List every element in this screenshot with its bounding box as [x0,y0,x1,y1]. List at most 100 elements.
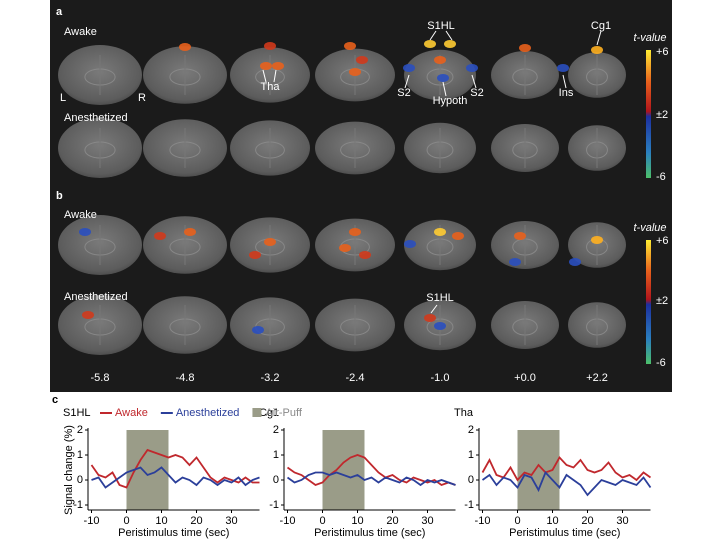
activation-blob [264,42,276,50]
activation-blob [519,44,531,52]
y-tick-label: -1 [269,499,279,511]
line [481,470,652,497]
colorbar-label: +6 [656,46,669,58]
colorbar-title: t-value [633,222,666,234]
x-tick-label: 0 [319,515,325,527]
colorbar-label: -6 [656,357,666,369]
colorbar [646,50,651,178]
line [481,455,652,482]
slice-coordinate: -5.8 [91,372,110,384]
colorbar-title: t-value [633,32,666,44]
orientation: L [60,92,66,104]
x-axis-label: Peristimulus time (sec) [509,527,620,539]
slice-coordinate: -4.8 [176,372,195,384]
activation-blob [466,64,478,72]
activation-blob [437,74,449,82]
x-tick-label: 0 [123,515,129,527]
activation-blob [591,236,603,244]
activation-blob [79,228,91,236]
activation-blob [349,68,361,76]
row-label: Anesthetized [64,112,128,124]
activation-blob [434,56,446,64]
line [286,471,456,487]
activation-blob [404,240,416,248]
activation-blob [349,228,361,236]
activation-blob [569,258,581,266]
x-axis-label: Peristimulus time (sec) [314,527,425,539]
activation-blob [434,228,446,236]
line [90,448,260,489]
slice-coordinate: +0.0 [514,372,536,384]
x-tick-label: -10 [475,515,491,527]
annotation: S2 [397,87,410,99]
colorbar-label: ±2 [656,295,668,307]
row-label: Awake [64,209,97,221]
activation-blob [424,40,436,48]
x-tick-label: -10 [84,515,100,527]
y-tick-label: 0 [273,474,279,486]
annotation: S2 [470,87,483,99]
arrows [262,30,602,314]
line [286,454,456,487]
activation-blob [252,326,264,334]
air-puff-shade [322,430,365,510]
legend-label: Anesthetized [176,407,240,419]
activation-blob [509,258,521,266]
y-tick-label: 1 [77,449,83,461]
activation-blob [249,251,261,259]
activation-blob [260,62,272,70]
annotation: Ins [559,87,574,99]
activation-blob [424,314,436,322]
y-tick-label: -1 [464,499,474,511]
activation-blob [344,42,356,50]
annotation: Hypoth [433,95,468,107]
legend-swatch [252,408,262,417]
y-tick-label: 0 [77,474,83,486]
colorbar-label: -6 [656,171,666,183]
activation-blob [591,46,603,54]
activation-blob [356,56,368,64]
x-tick-label: 20 [581,515,593,527]
x-tick-label: 30 [225,515,237,527]
brain-slices: -5.8 -4.8 -3.2 -2.4 -1.0 +0.0 +2.2 [58,40,626,384]
activation-blob [359,251,371,259]
annotation: S1HL [426,292,454,304]
annotation: Cg1 [591,20,611,32]
y-tick-label: 2 [77,424,83,436]
y-tick-label: 1 [468,449,474,461]
slice-coordinate: -3.2 [261,372,280,384]
slice-coordinate: -2.4 [346,372,365,384]
y-tick-label: -1 [73,499,83,511]
slice-coordinate: +2.2 [586,372,608,384]
panel-label: c [52,394,58,406]
activation-blob [514,232,526,240]
legend-label: Air-Puff [265,407,302,419]
line [91,466,260,489]
orientation: R [138,92,146,104]
y-tick-label: 1 [273,449,279,461]
activation-blob [557,64,569,72]
activation-blob [339,244,351,252]
activation-blob [403,64,415,72]
x-tick-label: 0 [514,515,520,527]
annotation: S1HL [427,20,455,32]
activation-blob [179,43,191,51]
y-tick-label: 2 [468,424,474,436]
x-tick-label: 20 [386,515,398,527]
chart-title: S1HL [63,407,91,419]
x-tick-label: 30 [616,515,628,527]
activation-blob [452,232,464,240]
x-tick-label: 30 [421,515,433,527]
panel-label: a [56,6,63,18]
slice-coordinate: -1.0 [431,372,450,384]
colorbar [646,240,651,364]
colorbar-label: +6 [656,235,669,247]
y-tick-label: 2 [273,424,279,436]
activation-blob [154,232,166,240]
x-tick-label: 20 [190,515,202,527]
row-label: Anesthetized [64,291,128,303]
activation-blob [272,62,284,70]
chart-title: Tha [454,407,474,419]
colorbar-label: ±2 [656,109,668,121]
